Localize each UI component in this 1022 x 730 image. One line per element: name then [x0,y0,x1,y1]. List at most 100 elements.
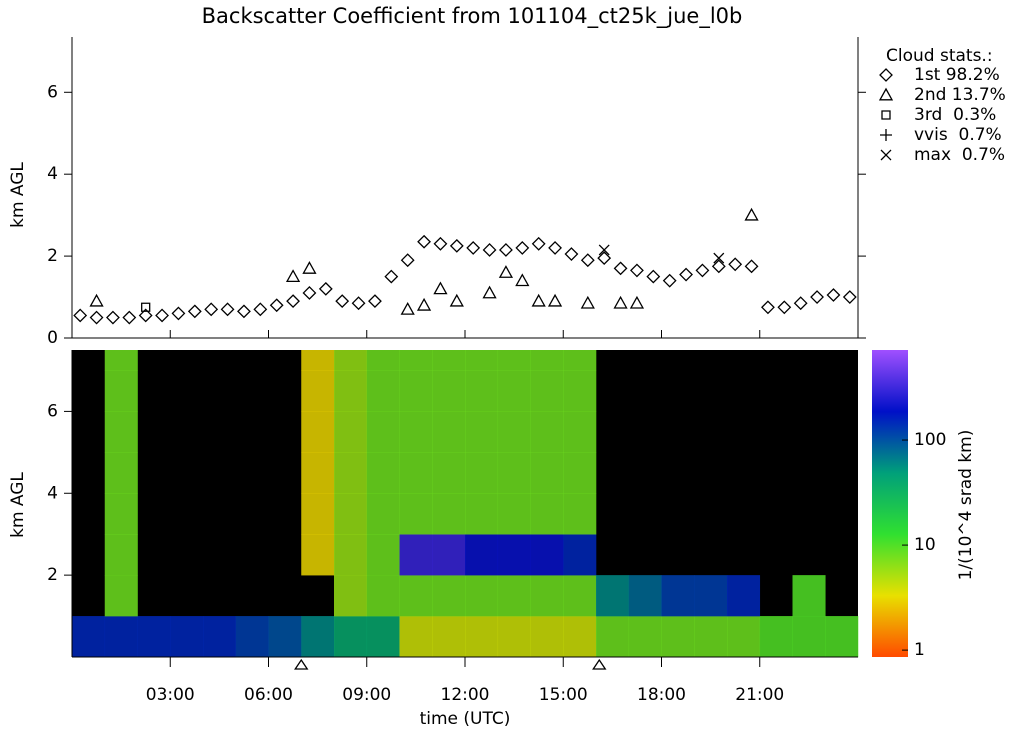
heat-cell [432,411,466,453]
point [286,294,300,309]
heat-cell [137,616,171,658]
point [531,293,546,307]
heat-cell [497,616,531,658]
heat-cell [366,493,400,535]
heat-cell [366,350,400,371]
heat-cell [563,350,597,371]
colorbar-label: 1/(10^4 srad km) [956,430,976,581]
heat-cell [170,616,204,658]
point [417,234,431,249]
point [187,304,202,319]
point [237,304,251,319]
heat-cell [104,411,138,453]
point [548,240,562,255]
point [449,238,464,253]
point [220,302,235,317]
point [171,306,186,321]
heat-cell [792,575,826,617]
heat-cell [465,370,499,412]
heat-cell [497,493,531,535]
colorbar [872,350,908,657]
point [842,290,857,304]
point [744,207,759,221]
y-axis-label: km AGL [8,472,28,538]
heat-cell [268,616,302,658]
y-tick-label: 2 [47,246,58,266]
point [368,294,382,309]
heat-cell [825,616,859,658]
y-tick-label: 6 [47,82,58,102]
heat-cell [104,452,138,494]
x-tick-label: 03:00 [146,685,195,705]
heat-cell [596,575,630,617]
heat-cell [465,575,499,617]
point [646,269,661,284]
heat-cell [530,350,564,371]
point [302,261,317,274]
x-tick-label: 09:00 [342,685,391,705]
point [285,269,301,283]
heat-cell [465,452,499,494]
heat-cell [432,350,466,371]
x-tick-label: 12:00 [441,685,490,705]
point [269,298,284,313]
point [400,253,415,268]
legend-label: vvis 0.7% [914,125,1002,145]
x-tick-label: 21:00 [735,685,784,705]
heat-cell [301,616,335,658]
heat-cell [334,452,368,494]
colorbar-tick-label: 1 [914,640,925,660]
heat-cell [366,370,400,412]
heat-cell [366,534,400,576]
heat-cell [301,452,335,494]
point [711,259,726,274]
heat-cell [465,616,499,658]
heat-cell [530,370,564,412]
point [597,251,612,266]
point [141,302,151,312]
y-tick-label: 0 [47,328,58,348]
heat-cell [530,493,564,535]
y-tick-label: 4 [47,483,58,503]
heat-cell [432,452,466,494]
heat-cell [104,616,138,658]
point [433,281,448,295]
heat-cell [334,350,368,371]
heat-cell [497,575,531,617]
point [466,240,481,255]
heat-cell [301,370,335,412]
heat-cell [203,616,237,658]
heat-cell [399,370,433,412]
legend-symbol [880,129,892,141]
heat-cell [399,493,433,535]
point [498,265,514,278]
point [531,236,546,251]
point [433,236,448,251]
heat-cell [694,616,728,658]
heat-cell [235,616,269,658]
point [400,301,415,315]
time-marker [592,658,607,670]
heat-cell [366,616,400,658]
x-tick-label: 18:00 [637,685,686,705]
heat-cell [759,616,793,658]
heat-cell [334,616,368,658]
point [564,247,579,261]
point [515,273,530,287]
x-axis-label: time (UTC) [420,709,511,729]
point [515,240,530,255]
heat-cell [334,411,368,453]
time-marker [294,658,309,670]
point [482,243,497,257]
heat-cell [465,493,499,535]
point [89,310,104,325]
heat-cell [563,575,597,617]
heat-cell [563,534,597,576]
heat-cell [104,534,138,576]
point [777,300,792,315]
heat-cell [497,370,531,412]
y-tick-label: 2 [47,565,58,585]
heat-cell [628,616,662,658]
heat-cell [399,411,433,453]
legend-symbol [880,149,892,161]
